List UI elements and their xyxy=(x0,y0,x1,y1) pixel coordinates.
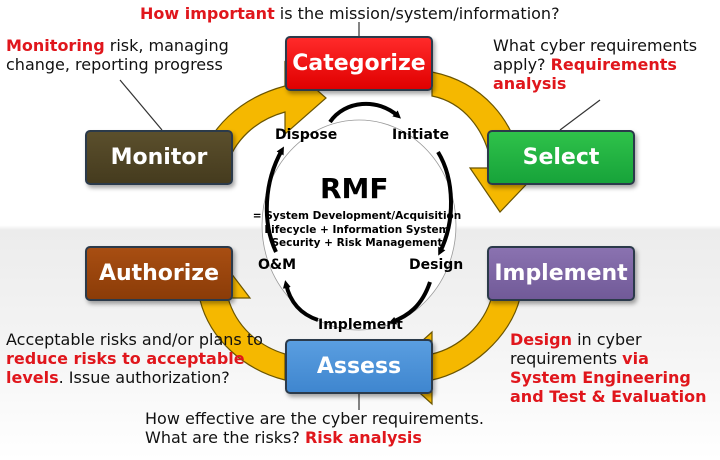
select-step-box[interactable]: Select xyxy=(487,130,635,185)
assess-note-line2: What are the risks? Risk analysis xyxy=(145,428,545,447)
inner-arrow-bottom-left xyxy=(282,280,319,322)
assess-note: How effective are the cyber requirements… xyxy=(145,409,545,447)
authorize-note-text1: Acceptable risks and/or plans to xyxy=(6,330,263,349)
inner-arrow-right xyxy=(436,150,453,256)
inner-cycle-arrows xyxy=(264,102,453,325)
lifecycle-implement-label: Implement xyxy=(318,317,403,333)
rmf-title: RMF xyxy=(320,172,389,205)
implement-note-highlight1: Design xyxy=(510,330,572,349)
assess-note-line2-text: What are the risks? xyxy=(145,428,305,447)
categorize-step-box[interactable]: Categorize xyxy=(285,36,433,91)
rmf-definition: = System Development/Acquisition Lifecyc… xyxy=(252,210,462,249)
assess-label: Assess xyxy=(316,354,402,379)
authorize-note-highlight: reduce risks to acceptable levels xyxy=(6,349,245,387)
implement-step-box[interactable]: Implement xyxy=(487,246,635,301)
categorize-note: How important is the mission/system/info… xyxy=(140,4,620,23)
categorize-label: Categorize xyxy=(292,51,426,76)
implement-note: Design in cyber requirements via System … xyxy=(510,330,720,406)
categorize-note-text: is the mission/system/information? xyxy=(274,4,560,23)
connector-select xyxy=(559,99,601,131)
select-note: What cyber requirements apply? Requireme… xyxy=(493,36,718,93)
implement-label: Implement xyxy=(494,261,628,286)
select-label: Select xyxy=(522,145,600,170)
lifecycle-design-label: Design xyxy=(409,257,464,273)
authorize-label: Authorize xyxy=(98,261,220,286)
monitor-note: Monitoring risk, managing change, report… xyxy=(6,36,246,74)
categorize-note-highlight: How important xyxy=(140,4,275,23)
lifecycle-om-label: O&M xyxy=(258,257,297,273)
connector-monitor xyxy=(119,79,163,131)
inner-ellipse xyxy=(261,119,457,331)
monitor-step-box[interactable]: Monitor xyxy=(85,130,233,185)
inner-arrow-left xyxy=(264,146,284,253)
assess-note-highlight: Risk analysis xyxy=(304,428,422,447)
select-note-text: What cyber requirements apply? xyxy=(493,36,698,74)
assess-note-line1: How effective are the cyber requirements… xyxy=(145,409,484,428)
monitor-note-highlight: Monitoring xyxy=(6,36,105,55)
inner-arrow-top xyxy=(328,102,401,124)
assess-step-box[interactable]: Assess xyxy=(285,339,433,394)
monitor-label: Monitor xyxy=(110,145,208,170)
select-note-highlight: Requirements analysis xyxy=(493,55,677,93)
lifecycle-dispose-label: Dispose xyxy=(275,127,338,143)
authorize-note: Acceptable risks and/or plans to reduce … xyxy=(6,330,281,387)
monitor-note-text: risk, managing change, reporting progres… xyxy=(6,36,229,74)
inner-arrow-bottom-right xyxy=(388,281,432,325)
implement-note-text: in cyber requirements xyxy=(510,330,642,368)
implement-note-highlight2: via System Engineering and Test & Evalua… xyxy=(510,349,707,406)
authorize-note-text2: . Issue authorization? xyxy=(58,368,230,387)
authorize-step-box[interactable]: Authorize xyxy=(85,246,233,301)
lifecycle-initiate-label: Initiate xyxy=(392,127,450,143)
